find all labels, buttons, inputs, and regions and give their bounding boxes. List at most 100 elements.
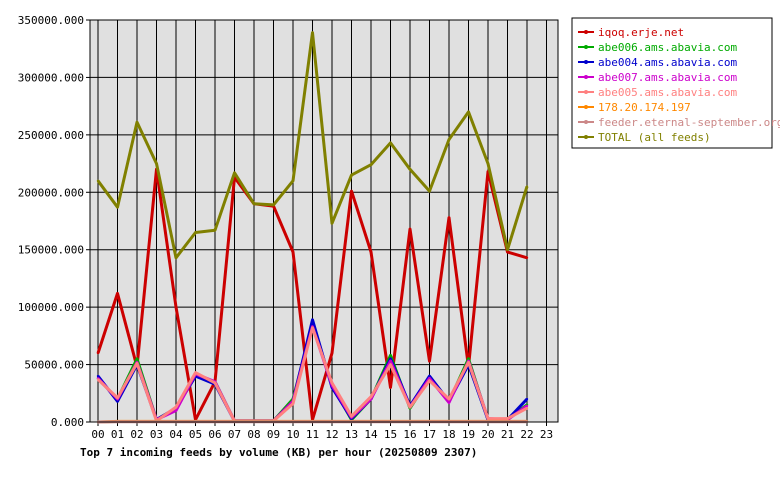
legend-label: iqoq.erje.net xyxy=(598,26,684,39)
data-point xyxy=(194,231,197,234)
data-point xyxy=(428,189,431,193)
legend-item: 178.20.174.197 xyxy=(578,101,691,114)
legend: iqoq.erje.net abe006.ams.abavia.com abe004… xyxy=(571,17,780,149)
data-point xyxy=(525,185,529,188)
data-point xyxy=(330,381,334,385)
data-point xyxy=(408,168,412,171)
legend-marker xyxy=(584,75,588,79)
legend-marker xyxy=(584,30,588,34)
data-point xyxy=(428,359,431,363)
data-point xyxy=(525,404,529,408)
data-point xyxy=(428,374,431,378)
series-7 xyxy=(96,31,529,260)
data-point xyxy=(350,189,353,193)
data-point xyxy=(389,141,392,145)
data-point xyxy=(389,357,392,361)
legend-marker xyxy=(584,45,588,49)
data-point xyxy=(506,417,509,420)
y-axis-ticks: 0.000 50000.000 100000.000 150000.000 200000… xyxy=(18,14,90,429)
legend-marker xyxy=(584,120,588,124)
x-tick-label: 00 xyxy=(91,428,104,441)
data-point xyxy=(447,138,451,141)
x-tick-label: 17 xyxy=(423,428,436,441)
data-point xyxy=(408,405,412,409)
data-point xyxy=(389,359,392,363)
x-tick-label: 18 xyxy=(442,428,455,441)
data-point xyxy=(467,110,470,114)
data-point xyxy=(350,173,353,177)
series-4 xyxy=(96,326,529,423)
x-tick-label: 14 xyxy=(364,428,378,441)
data-point xyxy=(174,405,178,409)
x-axis-ticks: 00 01 02 03 04 05 06 07 08 09 10 11 12 13 14 15 16 17 18 19… xyxy=(91,422,553,441)
x-tick-label: 02 xyxy=(130,428,143,441)
data-point xyxy=(96,351,100,355)
data-point xyxy=(174,305,178,309)
legend-marker xyxy=(584,135,588,139)
data-point xyxy=(311,326,314,330)
data-point xyxy=(389,354,392,357)
data-point xyxy=(291,250,295,254)
data-point xyxy=(467,357,470,361)
data-point xyxy=(96,374,100,378)
data-point xyxy=(350,415,353,418)
x-tick-label: 05 xyxy=(189,428,202,441)
legend-label: TOTAL (all feeds) xyxy=(598,131,711,144)
data-point xyxy=(213,228,217,232)
data-point xyxy=(116,400,119,403)
x-tick-label: 13 xyxy=(345,428,358,441)
data-point xyxy=(428,377,431,380)
data-point xyxy=(389,363,392,366)
data-point xyxy=(174,256,178,259)
y-tick-label: 0.000 xyxy=(51,416,84,429)
data-point xyxy=(486,162,490,165)
data-point xyxy=(155,162,158,165)
x-tick-label: 23 xyxy=(540,428,553,441)
data-point xyxy=(330,351,334,355)
data-point xyxy=(135,357,139,361)
legend-marker xyxy=(584,90,588,94)
data-point xyxy=(506,250,509,254)
data-point xyxy=(369,163,373,166)
data-point xyxy=(525,407,529,410)
data-point xyxy=(252,202,256,205)
legend-item: TOTAL (all feeds) xyxy=(578,131,711,144)
data-point xyxy=(311,318,314,321)
x-tick-label: 19 xyxy=(462,428,475,441)
data-point xyxy=(369,395,373,398)
plot-frame xyxy=(89,19,559,423)
data-point xyxy=(408,227,412,231)
data-point xyxy=(174,409,178,412)
x-tick-label: 09 xyxy=(267,428,280,441)
legend-box xyxy=(571,17,773,149)
y-tick-label: 150000.000 xyxy=(18,244,84,257)
legend-label: abe004.ams.abavia.com xyxy=(598,56,737,69)
data-point xyxy=(369,250,373,254)
data-point xyxy=(272,203,275,207)
x-tick-label: 06 xyxy=(208,428,221,441)
data-point xyxy=(525,397,529,401)
x-tick-label: 16 xyxy=(403,428,416,441)
data-point xyxy=(96,378,100,381)
x-tick-label: 04 xyxy=(169,428,183,441)
data-point xyxy=(330,222,334,225)
data-point xyxy=(116,396,119,400)
data-point xyxy=(96,179,100,182)
y-tick-label: 100000.000 xyxy=(18,301,84,314)
legend-label: 178.20.174.197 xyxy=(598,101,691,114)
data-point xyxy=(116,206,119,209)
legend-label: abe007.ams.abavia.com xyxy=(598,71,737,84)
data-point xyxy=(135,121,139,124)
x-tick-label: 21 xyxy=(501,428,514,441)
legend-item: iqoq.erje.net xyxy=(578,26,684,39)
x-tick-label: 07 xyxy=(228,428,241,441)
data-point xyxy=(447,397,451,401)
series-lines xyxy=(96,31,529,424)
data-point xyxy=(213,381,217,385)
legend-label: abe006.ams.abavia.com xyxy=(598,41,737,54)
data-point xyxy=(194,371,197,374)
data-point xyxy=(291,179,295,182)
data-point xyxy=(116,292,119,295)
data-point xyxy=(389,386,392,389)
